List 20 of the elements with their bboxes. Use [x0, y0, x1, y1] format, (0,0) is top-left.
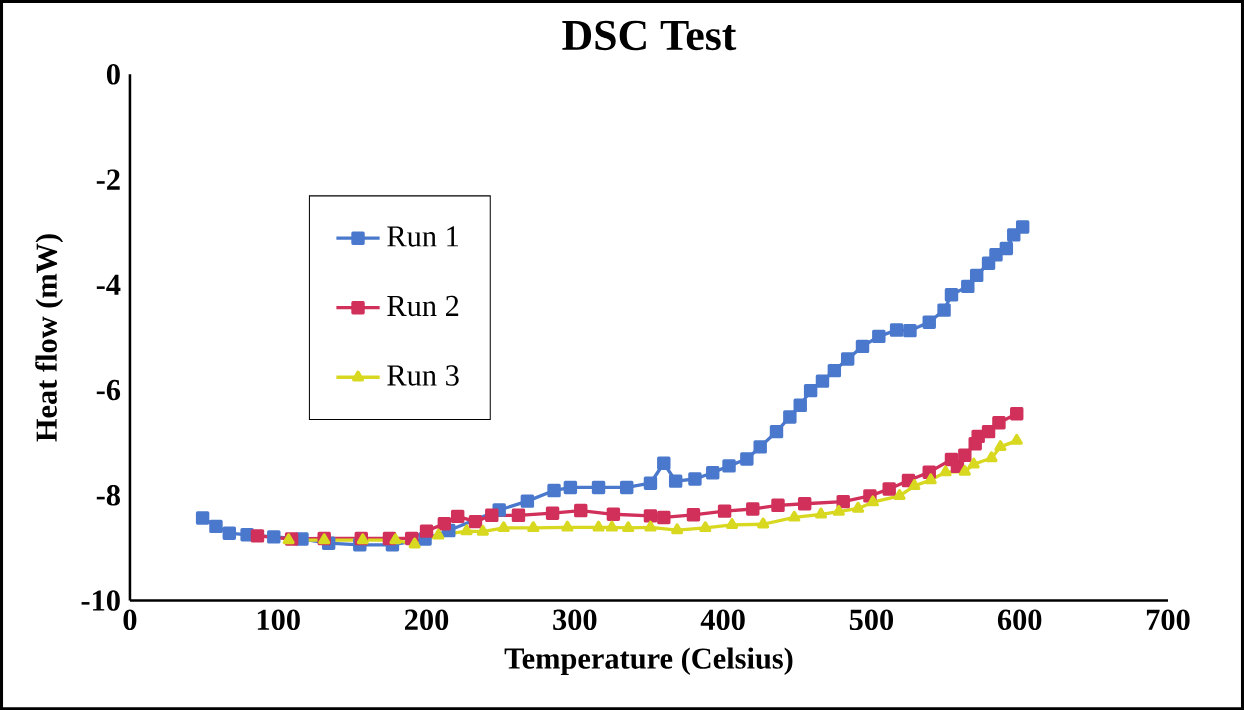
x-tick-label: 0 — [123, 609, 137, 630]
y-tick-label: -10 — [81, 590, 120, 611]
x-tick-label: 200 — [405, 609, 449, 630]
x-axis-title: Temperature (Celsius) — [504, 647, 793, 675]
legend-label: Run 3 — [387, 365, 459, 386]
legend-label: Run 1 — [387, 226, 459, 247]
x-tick-label: 500 — [849, 609, 894, 630]
y-tick-label: -4 — [96, 274, 121, 295]
y-tick-label: -2 — [96, 169, 120, 190]
legend-label: Run 2 — [387, 295, 459, 317]
x-tick-label: 700 — [1146, 609, 1190, 630]
y-tick-label: -6 — [96, 379, 121, 401]
x-tick-label: 400 — [700, 609, 745, 630]
y-tick-label: -8 — [96, 484, 120, 506]
y-tick-label: 0 — [106, 63, 120, 85]
x-tick-label: 600 — [997, 609, 1042, 630]
y-axis-title: Heat flow (mW) — [35, 234, 64, 442]
chart-title: DSC Test — [562, 20, 737, 51]
x-tick-label: 300 — [553, 609, 597, 630]
x-tick-label: 100 — [257, 609, 300, 630]
